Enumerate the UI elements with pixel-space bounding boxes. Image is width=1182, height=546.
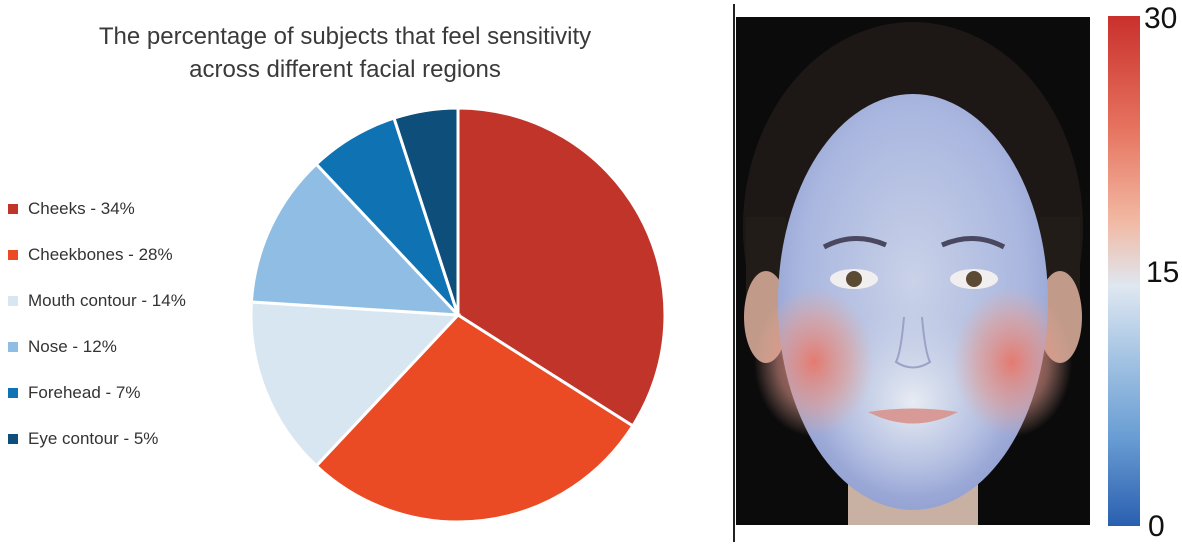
legend-item-eye-contour: Eye contour - 5% <box>8 416 186 462</box>
left-iris-shape <box>846 271 862 287</box>
colorbar-min-label: 0 <box>1148 510 1165 543</box>
nose-shape <box>894 316 932 369</box>
panel-divider <box>733 4 735 542</box>
legend-swatch <box>8 296 18 306</box>
left-brow-shape <box>822 235 888 250</box>
right-iris-shape <box>966 271 982 287</box>
pie-slice-nose <box>249 161 462 317</box>
legend-item-cheekbones: Cheekbones - 28% <box>8 232 186 278</box>
pie-slice-cheekbones <box>314 313 635 524</box>
legend-swatch <box>8 388 18 398</box>
legend-label: Nose - 12% <box>28 337 117 356</box>
left-cheek-heat <box>754 287 874 437</box>
pie-slice-mouth-contour <box>249 300 462 469</box>
legend-label: Forehead - 7% <box>28 383 141 402</box>
legend: Cheeks - 34% Cheekbones - 28% Mouth contou… <box>8 186 186 462</box>
legend-item-cheeks: Cheeks - 34% <box>8 186 186 232</box>
mouth-shape <box>868 408 958 424</box>
legend-swatch <box>8 250 18 260</box>
chart-title-line-2: across different facial regions <box>189 56 501 83</box>
legend-item-mouth-contour: Mouth contour - 14% <box>8 278 186 324</box>
legend-label: Cheeks - 34% <box>28 199 135 218</box>
right-cheek-heat <box>952 287 1072 437</box>
face-heatmap <box>736 17 1090 525</box>
colorbar-max-label: 30 <box>1144 2 1178 35</box>
colorbar-mid-label: 15 <box>1146 256 1180 289</box>
right-brow-shape <box>940 235 1006 250</box>
legend-label: Eye contour - 5% <box>28 429 159 448</box>
legend-swatch <box>8 204 18 214</box>
legend-item-nose: Nose - 12% <box>8 324 186 370</box>
legend-item-forehead: Forehead - 7% <box>8 370 186 416</box>
legend-label: Mouth contour - 14% <box>28 291 186 310</box>
legend-swatch <box>8 342 18 352</box>
legend-swatch <box>8 434 18 444</box>
pie-slice-eye-contour <box>392 106 460 316</box>
chart-title-line-1: The percentage of subjects that feel sen… <box>98 23 592 50</box>
chart-title: The percentage of subjects that feel sen… <box>40 20 650 86</box>
colorbar <box>1108 16 1140 526</box>
pie-chart <box>249 106 667 524</box>
legend-label: Cheekbones - 28% <box>28 245 173 264</box>
